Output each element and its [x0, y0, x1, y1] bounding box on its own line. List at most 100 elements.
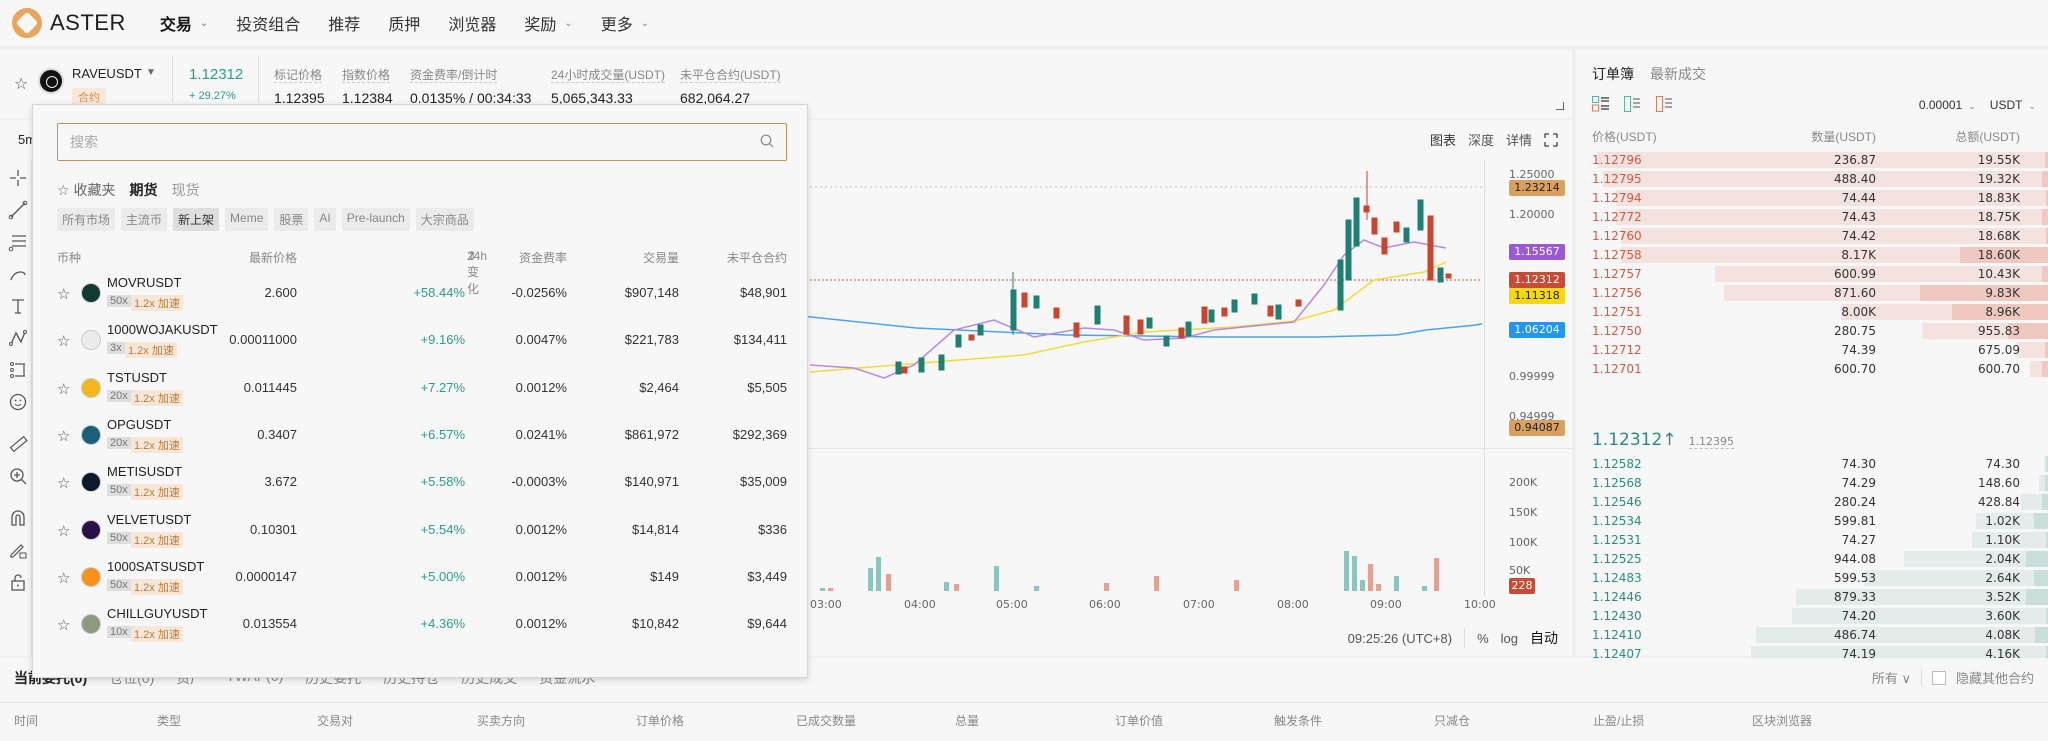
interval-selector[interactable]: 5m [18, 132, 37, 147]
tab-spot[interactable]: 现货 [171, 182, 200, 198]
symbol-selector[interactable]: RAVEUSDT [72, 66, 142, 81]
brush-icon[interactable] [8, 264, 28, 284]
bid-row[interactable]: 1.12410 486.74 4.08K [1576, 627, 2048, 644]
price-chart[interactable] [34, 160, 1482, 456]
col-open-interest[interactable]: 未平仓合约 [726, 251, 787, 265]
measure-range-icon[interactable] [8, 360, 28, 380]
filter-select[interactable]: 所有 ∨ [1872, 668, 1911, 687]
favorite-star-icon[interactable]: ☆ [57, 475, 71, 493]
bid-row[interactable]: 1.12525 944.08 2.04K [1576, 551, 2048, 568]
lock-drawing-icon[interactable] [8, 540, 28, 560]
zoom-in-icon[interactable] [8, 466, 28, 486]
bid-row[interactable]: 1.12582 74.30 74.30 [1576, 456, 2048, 473]
category-chip[interactable]: 主流币 [121, 208, 168, 231]
unit-select[interactable]: USDT ⌄ [1990, 98, 2036, 112]
category-chip[interactable]: 大宗商品 [415, 208, 474, 231]
nav-item-staking[interactable]: 质押 [388, 11, 420, 35]
ask-row[interactable]: 1.12758 8.17K 18.60K [1576, 247, 2048, 264]
ask-row[interactable]: 1.12760 74.42 18.68K [1576, 228, 2048, 245]
market-row[interactable]: ☆ VELVETUSDT 50x 1.2x 加速 0.10301 +5.54% 0.0012… [57, 508, 787, 554]
tab-depth[interactable]: 深度 [1467, 133, 1494, 148]
bid-row[interactable]: 1.12483 599.53 2.64K [1576, 570, 2048, 587]
view-both-icon[interactable] [1592, 96, 1610, 112]
nav-item-explorer[interactable]: 浏览器 [448, 11, 496, 35]
precision-select[interactable]: 0.00001 ⌄ [1919, 98, 1976, 112]
favorite-star-icon[interactable]: ☆ [57, 427, 71, 445]
category-chip[interactable]: Pre-launch [341, 208, 410, 231]
brand-logo[interactable]: ASTER [12, 8, 126, 38]
ask-row[interactable]: 1.12751 8.00K 8.96K [1576, 304, 2048, 321]
favorite-star-icon[interactable]: ☆ [57, 380, 71, 398]
market-row[interactable]: ☆ OPGUSDT 20x 1.2x 加速 0.3407 +6.57% 0.0241% $86… [57, 413, 787, 459]
col-symbol[interactable]: 币种 [57, 251, 82, 265]
ask-row[interactable]: 1.12712 74.39 675.09 [1576, 342, 2048, 359]
col-last-price[interactable]: 最新价格 [248, 251, 297, 265]
col-funding-rate[interactable]: 资金费率 [518, 251, 567, 265]
ask-row[interactable]: 1.12756 871.60 9.83K [1576, 285, 2048, 302]
trendline-icon[interactable] [8, 200, 28, 220]
resize-handle-icon[interactable] [1556, 102, 1564, 110]
search-input[interactable] [70, 132, 750, 152]
tab-favorites[interactable]: ☆ 收藏夹 [57, 180, 115, 200]
time-axis[interactable]: 03:00 04:00 05:00 06:00 07:00 08:00 09:0… [34, 596, 1496, 620]
price-axis[interactable]: 1.25000 1.23214 1.20000 1.15567 1.12312 … [1484, 160, 1572, 456]
nav-item-portfolio[interactable]: 投资组合 [236, 11, 300, 35]
category-chip[interactable]: Meme [225, 208, 269, 231]
ask-row[interactable]: 1.12772 74.43 18.75K [1576, 209, 2048, 226]
log-scale-toggle[interactable]: log [1500, 630, 1518, 646]
nav-item-rewards[interactable]: 奖励 ⌄ [524, 11, 572, 35]
bid-row[interactable]: 1.12531 74.27 1.10K [1576, 532, 2048, 549]
col-volume[interactable]: 交易量 [642, 251, 679, 265]
bid-row[interactable]: 1.12546 280.24 428.84 [1576, 494, 2048, 511]
ask-row[interactable]: 1.12795 488.40 19.32K [1576, 171, 2048, 188]
ruler-icon[interactable] [8, 434, 28, 454]
favorite-star-icon[interactable]: ☆ [57, 522, 71, 540]
fullscreen-icon[interactable] [1544, 132, 1558, 147]
tab-details[interactable]: 详情 [1505, 133, 1532, 148]
ask-row[interactable]: 1.12794 74.44 18.83K [1576, 190, 2048, 207]
ask-row[interactable]: 1.12750 280.75 955.83 [1576, 323, 2048, 340]
market-row[interactable]: ☆ 1000WOJAKUSDT 3x 1.2x 加速 0.00011000 +9.16% 0… [57, 318, 787, 364]
bid-row[interactable]: 1.12430 74.20 3.60K [1576, 608, 2048, 625]
market-row[interactable]: ☆ METISUSDT 50x 1.2x 加速 3.672 +5.58% -0.0003% $… [57, 460, 787, 506]
unlock-icon[interactable] [8, 572, 28, 592]
market-row[interactable]: ☆ TSTUSDT 20x 1.2x 加速 0.011445 +7.27% 0.0012% $… [57, 366, 787, 412]
ask-row[interactable]: 1.12757 600.99 10.43K [1576, 266, 2048, 283]
emoji-icon[interactable] [8, 392, 28, 412]
favorite-star-icon[interactable]: ☆ [57, 617, 71, 635]
nav-item-trade[interactable]: 交易 ⌄ [160, 11, 208, 35]
bid-row[interactable]: 1.12534 599.81 1.02K [1576, 513, 2048, 530]
view-asks-icon[interactable] [1656, 96, 1674, 112]
market-row[interactable]: ☆ CHILLGUYUSDT 10x 1.2x 加速 0.013554 +4.36% 0.0… [57, 602, 787, 648]
tab-order-book[interactable]: 订单簿 [1592, 66, 1634, 82]
ask-row[interactable]: 1.12796 236.87 19.55K [1576, 152, 2048, 169]
magnet-icon[interactable] [8, 508, 28, 528]
parallel-lines-icon[interactable] [8, 232, 28, 252]
volume-chart[interactable] [34, 456, 1482, 596]
favorite-star-icon[interactable]: ☆ [57, 333, 71, 351]
search-icon[interactable] [760, 134, 774, 148]
text-icon[interactable] [8, 296, 28, 316]
favorite-star-icon[interactable]: ☆ [57, 569, 71, 587]
crosshair-icon[interactable] [8, 168, 28, 188]
market-row[interactable]: ☆ MOVRUSDT 50x 1.2x 加速 2.600 +58.44% -0.0256% $… [57, 271, 787, 317]
bid-row[interactable]: 1.12446 879.33 3.52K [1576, 589, 2048, 606]
tab-futures[interactable]: 期货 [129, 182, 158, 198]
bid-row[interactable]: 1.12568 74.29 148.60 [1576, 475, 2048, 492]
hide-other-checkbox[interactable] [1931, 670, 1946, 685]
category-chip[interactable]: 新上架 [173, 208, 220, 231]
view-bids-icon[interactable] [1624, 96, 1642, 112]
category-chip[interactable]: AI [314, 208, 336, 231]
ask-row[interactable]: 1.12701 600.70 600.70 [1576, 361, 2048, 378]
category-chip[interactable]: 所有市场 [57, 208, 116, 231]
percent-scale-toggle[interactable]: % [1477, 630, 1489, 646]
favorite-star-icon[interactable]: ☆ [57, 286, 71, 303]
caret-down-icon[interactable]: ▼ [146, 67, 156, 78]
tab-chart[interactable]: 图表 [1429, 133, 1456, 148]
market-row[interactable]: ☆ 1000SATSUSDT 50x 1.2x 加速 0.0000147 +5.00% 0.… [57, 555, 787, 601]
auto-scale-toggle[interactable]: 自动 [1530, 630, 1558, 646]
favorite-star-icon[interactable]: ☆ [14, 76, 29, 93]
pattern-icon[interactable] [8, 328, 28, 348]
category-chip[interactable]: 股票 [274, 208, 309, 231]
nav-item-referral[interactable]: 推荐 [328, 11, 360, 35]
